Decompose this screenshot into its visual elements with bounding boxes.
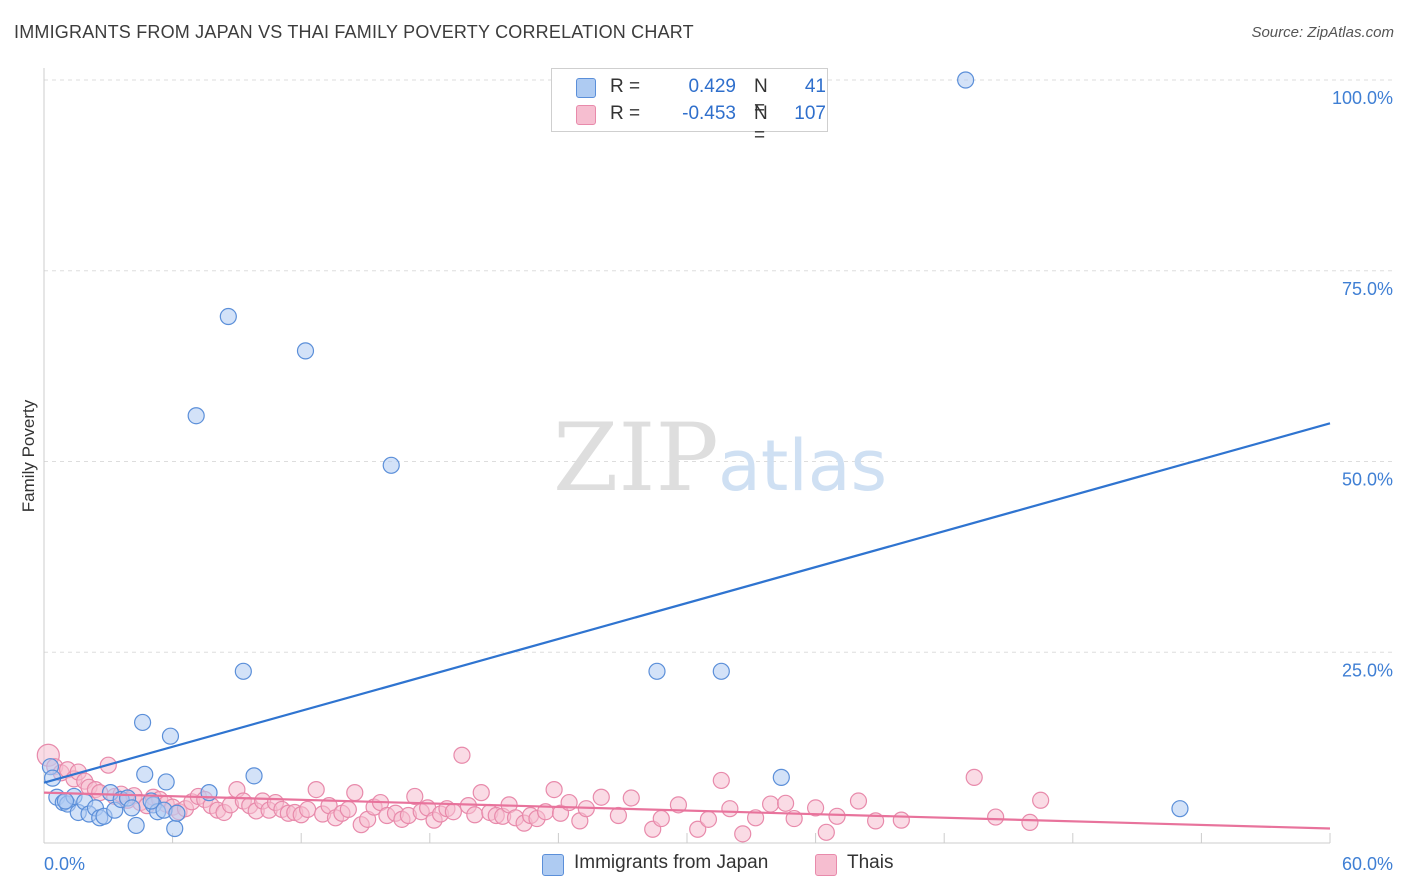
thais-point: [466, 806, 484, 824]
legend-r-label: R =: [610, 76, 641, 97]
japan-point: [127, 816, 145, 835]
thais-trend-line: [43, 791, 1331, 830]
legend-n-value: 41: [804, 76, 826, 97]
thais-point: [652, 809, 670, 828]
thais-point: [828, 807, 846, 825]
thais-point: [965, 768, 983, 786]
thais-points: [36, 743, 1050, 843]
bottom-legend-swatch-japan: [542, 854, 564, 876]
japan-point: [123, 799, 141, 817]
legend-swatch-japan: [576, 78, 596, 98]
x-tick-label-min: 0.0%: [44, 854, 85, 874]
thais-point: [406, 787, 424, 806]
thais-point: [669, 796, 688, 814]
japan-point: [234, 662, 252, 680]
japan-point: [157, 773, 175, 791]
thais-point: [734, 825, 752, 843]
source-label: Source: ZipAtlas.com: [1251, 24, 1394, 41]
thais-point: [746, 809, 765, 827]
x-ticks: [43, 833, 1331, 843]
legend-r-value: 0.429: [688, 76, 736, 97]
thais-point: [806, 799, 825, 817]
japan-point: [772, 768, 790, 786]
japan-point: [296, 342, 315, 360]
thais-point: [776, 794, 795, 812]
thais-point: [453, 746, 471, 764]
japan-point: [712, 662, 730, 680]
japan-point: [166, 819, 184, 838]
japan-point: [161, 727, 180, 745]
thais-point: [299, 800, 317, 819]
legend-n-label: N =: [754, 76, 768, 119]
japan-trend-line: [43, 422, 1331, 784]
japan-point: [219, 307, 237, 326]
legend-r-value: -0.453: [682, 103, 736, 124]
japan-point: [56, 792, 75, 810]
watermark-zip: ZIP: [553, 404, 719, 513]
legend-r-label: R =: [610, 103, 641, 124]
gridlines: [44, 79, 1393, 653]
thais-point: [545, 780, 563, 799]
y-tick-labels: 25.0% 50.0% 75.0% 100.0%: [1332, 88, 1393, 680]
thais-point: [817, 823, 835, 841]
thais-point: [1032, 791, 1050, 809]
japan-point: [382, 456, 400, 474]
thais-point: [339, 800, 357, 819]
thais-point: [712, 771, 730, 790]
thais-point: [622, 789, 640, 807]
thais-point: [307, 780, 325, 799]
japan-point: [187, 407, 205, 425]
thais-point: [849, 792, 868, 810]
watermark-atlas: atlas: [718, 425, 887, 507]
japan-point: [168, 804, 186, 822]
legend-n-label: N =: [754, 103, 768, 146]
thais-point: [346, 784, 364, 802]
bottom-legend-label-japan: Immigrants from Japan: [574, 852, 769, 873]
thais-point: [761, 795, 780, 813]
y-tick-label: 50.0%: [1342, 470, 1393, 490]
japan-point: [142, 792, 160, 810]
y-tick-label: 25.0%: [1342, 660, 1393, 680]
japan-point: [133, 713, 152, 732]
y-tick-label: 100.0%: [1332, 88, 1393, 108]
bottom-legend-label-thais: Thais: [847, 852, 894, 873]
thais-point: [689, 820, 707, 838]
legend-swatch-thais: [576, 105, 596, 125]
thais-point: [721, 800, 739, 818]
thais-point: [472, 784, 490, 802]
thais-point: [592, 788, 610, 806]
chart-title: IMMIGRANTS FROM JAPAN VS THAI FAMILY POV…: [14, 22, 694, 42]
japan-point: [648, 662, 666, 680]
thais-point: [892, 811, 910, 829]
japan-point: [957, 71, 975, 89]
stats-legend: R = 0.429 N = 41 R = -0.453 N = 107: [551, 68, 828, 146]
thais-point: [609, 806, 628, 825]
x-tick-label-max: 60.0%: [1342, 854, 1393, 874]
thais-point: [1021, 813, 1039, 831]
thais-point: [444, 803, 462, 821]
y-tick-label: 75.0%: [1342, 279, 1393, 299]
bottom-legend-swatch-thais: [815, 854, 837, 876]
japan-point: [1171, 800, 1189, 818]
y-axis-title: Family Poverty: [19, 399, 38, 512]
japan-point: [245, 767, 263, 785]
legend-n-value: 107: [794, 103, 826, 124]
thais-point: [987, 808, 1005, 826]
japan-point: [136, 765, 154, 783]
thais-point: [699, 810, 718, 828]
